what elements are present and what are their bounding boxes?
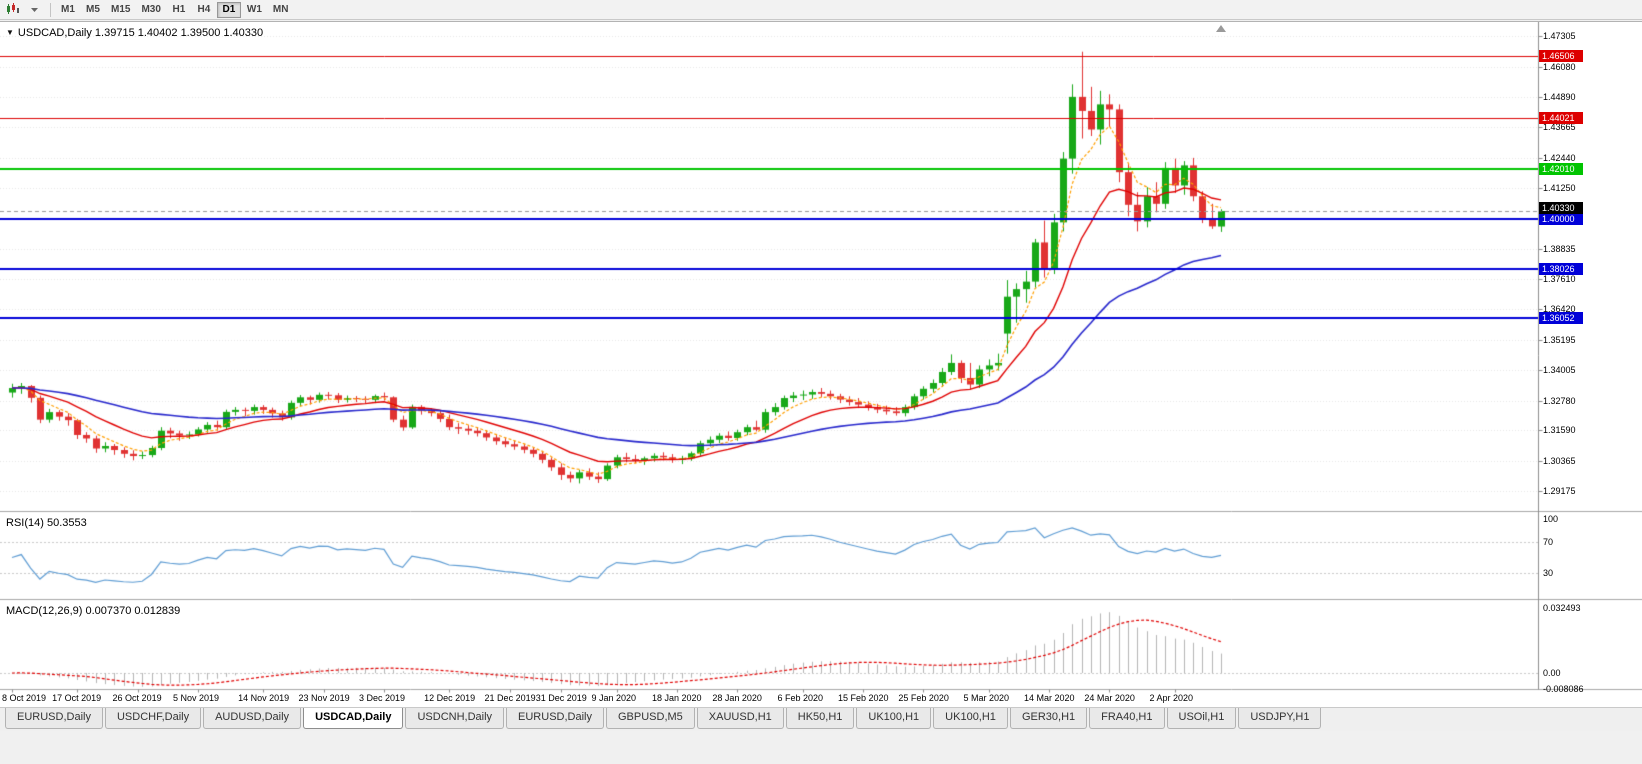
price-axis-tick: 1.31590	[1543, 425, 1576, 436]
chart-tab-uk100-h1[interactable]: UK100,H1	[856, 708, 932, 729]
price-axis-tick: 1.37610	[1543, 274, 1576, 285]
chart-tab-eurusd-daily[interactable]: EURUSD,Daily	[5, 708, 103, 729]
timeframe-toolbar: M1 M5 M15 M30 H1 H4 D1 W1 MN	[0, 0, 1642, 20]
price-axis-tick: 1.35195	[1543, 334, 1576, 345]
time-axis-label: 28 Jan 2020	[712, 693, 762, 703]
timeframe-button-d1[interactable]: D1	[216, 1, 241, 18]
chart-tab-uk100-h1[interactable]: UK100,H1	[933, 708, 1008, 729]
time-axis-label: 5 Mar 2020	[963, 693, 1010, 703]
price-axis-tick: 1.36420	[1543, 304, 1576, 315]
hline-price-label: 1.46506	[1539, 50, 1583, 63]
price-axis-tick: 1.30365	[1543, 456, 1576, 467]
timeframe-button-m15[interactable]: M15	[111, 4, 131, 15]
macd-axis-label: 0.032493	[1543, 603, 1581, 613]
price-axis-tick: 1.32780	[1543, 395, 1576, 406]
macd-axis-label: 0.00	[1543, 668, 1561, 678]
price-axis-tick: 1.38835	[1543, 243, 1576, 254]
time-axis-label: 21 Dec 2019	[484, 693, 536, 703]
timeframe-button-m30[interactable]: M30	[141, 4, 161, 15]
time-axis-label: 5 Nov 2019	[173, 693, 220, 703]
rsi-axis-label: 70	[1543, 537, 1554, 548]
time-axis-label: 3 Dec 2019	[359, 693, 406, 703]
chart-tab-usdcad-daily[interactable]: USDCAD,Daily	[303, 708, 404, 729]
hline-price-label: 1.44021	[1539, 112, 1583, 125]
time-axis-label: 31 Dec 2019	[535, 693, 587, 703]
chart-title: ▼ USDCAD,Daily 1.39715 1.40402 1.39500 1…	[6, 27, 263, 39]
timeframe-button-w1[interactable]: W1	[246, 4, 262, 15]
time-axis-label: 14 Nov 2019	[238, 693, 290, 703]
one-click-trading-toggle-icon[interactable]: ▼	[6, 28, 14, 37]
time-axis-label: 8 Oct 2019	[2, 693, 47, 703]
chart-tab-gbpusd-m5[interactable]: GBPUSD,M5	[606, 708, 695, 729]
hline-price-label: 1.36052	[1539, 312, 1583, 325]
price-chart-canvas[interactable]	[0, 22, 1642, 708]
macd-axis-label: -0.008086	[1543, 684, 1584, 695]
time-axis-label: 12 Dec 2019	[424, 693, 476, 703]
time-axis-label: 26 Oct 2019	[112, 693, 162, 703]
chart-tab-usdcnh-daily[interactable]: USDCNH,Daily	[405, 708, 505, 729]
chart-window: ▼ USDCAD,Daily 1.39715 1.40402 1.39500 1…	[0, 21, 1642, 708]
time-axis-label: 24 Mar 2020	[1084, 693, 1135, 703]
timeframe-button-h1[interactable]: H1	[172, 4, 186, 15]
chart-type-icon[interactable]	[3, 2, 23, 18]
time-axis-label: 17 Oct 2019	[52, 693, 102, 703]
time-axis-label: 2 Apr 2020	[1149, 693, 1194, 703]
time-axis-label: 25 Feb 2020	[898, 693, 949, 703]
dropdown-arrow-icon[interactable]	[24, 2, 44, 18]
macd-indicator-label: MACD(12,26,9) 0.007370 0.012839	[6, 605, 181, 617]
hline-price-label: 1.40000	[1539, 213, 1583, 226]
time-axis-label: 15 Feb 2020	[837, 693, 889, 703]
hline-price-label: 1.38026	[1539, 262, 1583, 275]
price-axis-tick: 1.46080	[1543, 61, 1576, 72]
time-axis-label: 18 Jan 2020	[651, 693, 702, 703]
price-axis-tick: 1.29175	[1543, 486, 1576, 497]
current-price-label: 1.40330	[1539, 202, 1583, 215]
time-axis-label: 9 Jan 2020	[591, 693, 637, 703]
chart-tab-eurusd-daily[interactable]: EURUSD,Daily	[506, 708, 604, 729]
timeframe-button-m5[interactable]: M5	[86, 4, 100, 15]
chart-tab-audusd-daily[interactable]: AUDUSD,Daily	[203, 708, 302, 729]
time-axis-label: 23 Nov 2019	[298, 693, 350, 703]
price-axis-tick: 1.42440	[1543, 153, 1576, 164]
chart-tab-xauusd-h1[interactable]: XAUUSD,H1	[696, 708, 784, 729]
chart-tab-usoil-h1[interactable]: USOil,H1	[1166, 708, 1237, 729]
hline-price-label: 1.42010	[1539, 162, 1583, 175]
timeframe-button-mn[interactable]: MN	[272, 4, 289, 15]
time-axis-label: 6 Feb 2020	[777, 693, 824, 703]
price-axis-tick: 1.44890	[1543, 91, 1576, 102]
chart-tab-usdchf-daily[interactable]: USDCHF,Daily	[104, 708, 202, 729]
price-axis-tick: 1.43665	[1543, 122, 1576, 133]
toolbar-separator	[50, 2, 51, 17]
timeframe-button-m1[interactable]: M1	[61, 4, 75, 15]
chart-tab-fra40-h1[interactable]: FRA40,H1	[1089, 708, 1165, 729]
chart-title-text: USDCAD,Daily 1.39715 1.40402 1.39500 1.4…	[17, 27, 264, 39]
time-axis-label: 14 Mar 2020	[1023, 693, 1075, 703]
rsi-axis-label: 100	[1543, 514, 1559, 524]
rsi-indicator-label: RSI(14) 50.3553	[6, 517, 87, 529]
timeframe-button-h4[interactable]: H4	[197, 4, 211, 15]
price-axis-tick: 1.41250	[1543, 182, 1576, 193]
time-axis[interactable]	[0, 690, 1538, 708]
price-axis-tick: 1.34005	[1543, 364, 1576, 375]
chart-tab-bar: EURUSD,Daily USDCHF,Daily AUDUSD,Daily USDC…	[0, 707, 1642, 731]
price-axis-tick: 1.47305	[1543, 31, 1576, 41]
chart-shift-marker-icon[interactable]	[1216, 25, 1226, 32]
chart-tab-ger30-h1[interactable]: GER30,H1	[1009, 708, 1088, 729]
rsi-axis-label: 30	[1543, 567, 1554, 578]
chart-tab-hk50-h1[interactable]: HK50,H1	[785, 708, 855, 729]
chart-tab-usdjpy-h1[interactable]: USDJPY,H1	[1238, 708, 1322, 729]
